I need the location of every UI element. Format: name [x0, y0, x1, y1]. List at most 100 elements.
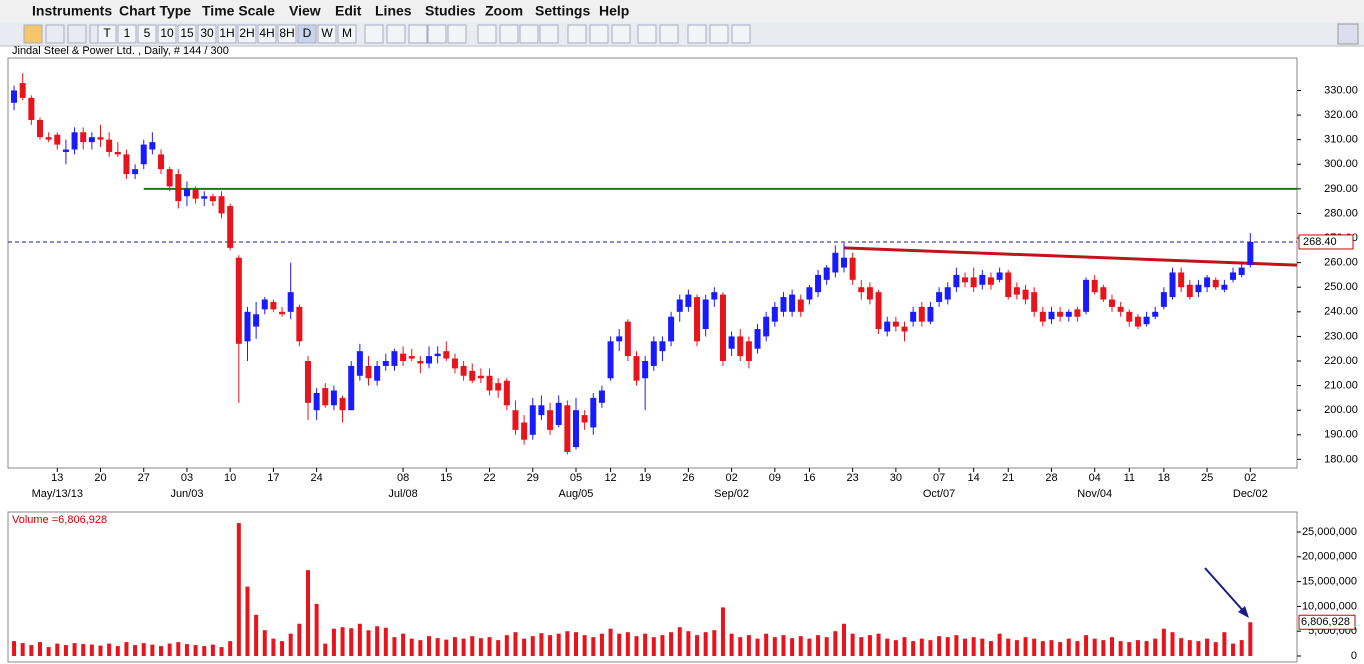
x-tick-label: 26	[682, 472, 694, 484]
candle-body	[737, 336, 744, 357]
volume-bar	[12, 641, 17, 656]
candle-body	[832, 252, 839, 273]
timeframe-button[interactable]	[177, 24, 197, 44]
timeframe-button[interactable]	[157, 24, 177, 44]
timeframe-button[interactable]	[337, 24, 357, 44]
candle-body	[668, 316, 675, 342]
tool-button[interactable]	[687, 24, 707, 44]
tool-button[interactable]	[519, 24, 539, 44]
menu-item[interactable]: Edit	[335, 3, 362, 19]
volume-bar	[1023, 637, 1028, 656]
timeframe-button[interactable]	[217, 24, 237, 44]
tool-button[interactable]	[589, 24, 609, 44]
tool-button[interactable]	[386, 24, 406, 44]
timeframe-button[interactable]	[257, 24, 277, 44]
tool-button[interactable]	[637, 24, 657, 44]
candle-body	[1221, 284, 1228, 290]
x-tick-label: 13	[51, 472, 63, 484]
menu-item[interactable]: View	[289, 3, 321, 19]
x-tick-label: 04	[1089, 472, 1101, 484]
candle-body	[287, 292, 294, 312]
volume-bar	[297, 623, 302, 656]
menu-item[interactable]: Help	[599, 3, 629, 19]
v-tick-label: 10,000,000	[1302, 600, 1357, 612]
candle-body	[590, 397, 597, 428]
timeframe-button[interactable]	[297, 24, 317, 44]
menu-item[interactable]: Zoom	[485, 3, 523, 19]
timeframe-button[interactable]	[277, 24, 297, 44]
y-tick-label: 330.00	[1324, 84, 1358, 96]
candle-body	[763, 316, 770, 337]
timeframe-button[interactable]	[237, 24, 257, 44]
tool-button[interactable]	[539, 24, 559, 44]
tool-button[interactable]	[499, 24, 519, 44]
tool-button[interactable]	[408, 24, 428, 44]
tool-button[interactable]	[45, 24, 65, 44]
menu-item[interactable]: Time Scale	[202, 3, 275, 19]
candle-body	[114, 151, 121, 155]
tool-button[interactable]	[477, 24, 497, 44]
y-tick-label: 280.00	[1324, 207, 1358, 219]
volume-panel	[7, 511, 1298, 663]
volume-bar	[141, 643, 146, 656]
volume-bar	[1205, 638, 1210, 656]
menu-item[interactable]: Settings	[535, 3, 590, 19]
volume-bar	[1032, 638, 1037, 656]
volume-bar	[504, 635, 509, 656]
volume-bar	[435, 638, 440, 656]
timeframe-button[interactable]	[97, 24, 117, 44]
volume-bar	[63, 645, 68, 656]
volume-bar	[651, 637, 656, 656]
x-tick-label: 21	[1002, 472, 1014, 484]
timeframe-button[interactable]	[117, 24, 137, 44]
volume-tag-label: 6,806,928	[1301, 616, 1350, 628]
candle-body	[1195, 284, 1202, 293]
scroll-button[interactable]	[1337, 23, 1359, 45]
tool-button[interactable]	[611, 24, 631, 44]
tool-button[interactable]	[23, 24, 43, 44]
candle-body	[426, 356, 433, 364]
menu-item[interactable]: Instruments	[32, 3, 112, 19]
tool-button[interactable]	[731, 24, 751, 44]
tool-button[interactable]	[659, 24, 679, 44]
volume-bar	[1248, 622, 1253, 656]
tool-button[interactable]	[567, 24, 587, 44]
timeframe-button[interactable]	[317, 24, 337, 44]
volume-bar	[695, 635, 700, 656]
x-major-label: Jun/03	[170, 488, 203, 500]
volume-bar	[988, 641, 993, 656]
volume-bar	[159, 646, 164, 656]
volume-bar	[634, 636, 639, 656]
y-tick-label: 230.00	[1324, 330, 1358, 342]
tool-button[interactable]	[364, 24, 384, 44]
tool-button[interactable]	[67, 24, 87, 44]
x-major-label: Aug/05	[559, 488, 594, 500]
menu-item[interactable]: Chart Type	[119, 3, 191, 19]
timeframe-button[interactable]	[197, 24, 217, 44]
volume-bar	[401, 633, 406, 656]
x-tick-label: 25	[1201, 472, 1213, 484]
price-panel	[7, 57, 1298, 469]
candle-body	[538, 405, 545, 416]
candle-body	[1100, 287, 1107, 300]
candle-body	[365, 365, 372, 379]
volume-bar	[720, 607, 725, 656]
menu-item[interactable]: Studies	[425, 3, 476, 19]
candle-body	[910, 311, 917, 322]
candle-body	[244, 311, 251, 342]
volume-bar	[954, 635, 959, 656]
candle-body	[676, 299, 683, 312]
volume-bar	[513, 632, 518, 656]
candle-body	[927, 306, 934, 322]
candle-body	[987, 277, 994, 285]
x-tick-label: 22	[483, 472, 495, 484]
candle-body	[659, 341, 666, 352]
tool-button[interactable]	[427, 24, 447, 44]
menu-item[interactable]: Lines	[375, 3, 412, 19]
candle-body	[936, 292, 943, 302]
volume-bar	[1144, 641, 1149, 656]
timeframe-button[interactable]	[137, 24, 157, 44]
tool-button[interactable]	[447, 24, 467, 44]
tool-button[interactable]	[709, 24, 729, 44]
volume-bar	[1239, 640, 1244, 656]
